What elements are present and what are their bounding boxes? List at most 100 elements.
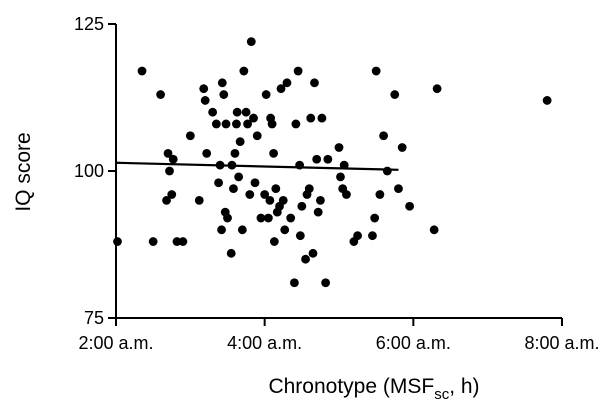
data-point: [199, 84, 209, 94]
data-point: [293, 66, 303, 76]
data-point: [211, 119, 221, 129]
data-point: [237, 225, 247, 235]
ticks: 2:00 a.m. 4:00 a.m. 6:00 a.m. 8:00 a.m. 75 10…: [74, 14, 600, 353]
data-point: [394, 184, 403, 194]
data-point: [379, 131, 388, 141]
data-point: [252, 131, 262, 141]
x-axis-title-tail: , h): [449, 375, 479, 398]
data-points: [113, 37, 552, 288]
data-point: [290, 278, 299, 288]
y-tick-label: 75: [84, 308, 104, 328]
data-point: [382, 166, 392, 176]
data-point: [370, 213, 380, 223]
data-point: [246, 37, 256, 47]
data-point: [306, 113, 316, 123]
data-point: [208, 107, 218, 117]
data-point: [368, 231, 377, 241]
data-point: [241, 107, 251, 117]
data-point: [243, 119, 252, 129]
data-point: [297, 201, 307, 211]
data-point: [226, 248, 236, 258]
y-tick-label: 125: [74, 14, 104, 34]
data-point: [137, 66, 147, 76]
data-point: [375, 190, 385, 199]
data-point: [542, 96, 552, 105]
data-point: [221, 119, 231, 129]
data-point: [263, 213, 273, 223]
data-point: [316, 196, 325, 205]
x-tick-label: 8:00 a.m.: [524, 333, 599, 353]
x-tick-label: 6:00 a.m.: [376, 333, 451, 353]
data-point: [217, 78, 227, 88]
x-tick-label: 2:00 a.m.: [78, 333, 153, 353]
data-point: [269, 237, 279, 246]
data-point: [276, 84, 286, 94]
data-point: [234, 172, 244, 182]
data-point: [282, 78, 292, 88]
x-axis-title-subscript: sc: [434, 386, 450, 402]
data-point: [304, 184, 314, 194]
data-point: [323, 154, 333, 164]
data-point: [353, 231, 362, 241]
data-point: [269, 148, 278, 158]
data-point: [405, 201, 415, 211]
data-point: [432, 84, 442, 94]
data-point: [334, 143, 344, 152]
data-point: [214, 178, 223, 188]
data-point: [178, 237, 188, 246]
data-point: [163, 148, 173, 158]
data-point: [286, 213, 296, 223]
data-point: [260, 190, 270, 199]
data-point: [371, 66, 381, 76]
data-point: [312, 154, 322, 164]
trendline: [115, 161, 399, 171]
data-point: [390, 90, 400, 99]
data-point: [185, 131, 195, 141]
data-point: [245, 190, 255, 199]
data-point: [271, 184, 281, 194]
data-point: [429, 225, 439, 235]
data-point: [232, 107, 242, 117]
data-point: [261, 90, 271, 99]
data-point: [148, 237, 158, 246]
data-point: [217, 225, 226, 235]
y-axis-title: IQ score: [12, 132, 35, 211]
x-axis-title: Chronotype (MSFsc, h): [268, 375, 479, 402]
x-tick-label: 4:00 a.m.: [227, 333, 302, 353]
data-point: [278, 196, 288, 205]
data-point: [336, 172, 345, 182]
data-point: [310, 78, 319, 88]
data-point: [167, 190, 177, 199]
y-tick-label: 100: [74, 161, 104, 181]
data-point: [291, 119, 301, 129]
data-point: [267, 119, 277, 129]
data-point: [162, 196, 171, 205]
data-point: [156, 90, 166, 99]
data-point: [249, 113, 258, 123]
data-point: [301, 254, 310, 264]
data-point: [397, 143, 407, 152]
data-point: [308, 248, 318, 258]
data-point: [223, 213, 232, 223]
data-point: [265, 196, 275, 205]
data-point: [295, 231, 305, 241]
data-point: [250, 178, 260, 188]
data-point: [202, 148, 212, 158]
data-point: [219, 90, 229, 99]
data-point: [342, 190, 351, 199]
data-point: [317, 113, 327, 123]
data-point: [168, 154, 178, 164]
data-point: [113, 237, 122, 246]
data-point: [256, 213, 266, 223]
x-axis-title-main: Chronotype (MSF: [268, 375, 434, 398]
data-point: [165, 166, 174, 176]
data-point: [200, 96, 210, 105]
data-point: [230, 148, 240, 158]
data-point: [321, 278, 331, 288]
data-point: [313, 207, 323, 217]
data-point: [235, 137, 245, 147]
data-point: [229, 184, 238, 194]
data-point: [194, 196, 204, 205]
data-point: [280, 225, 290, 235]
